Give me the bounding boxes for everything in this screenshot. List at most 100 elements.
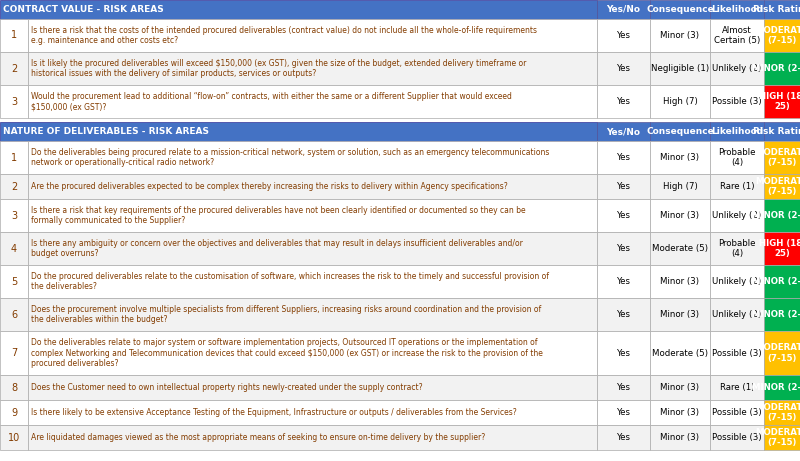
Text: Yes: Yes <box>617 433 630 442</box>
Bar <box>28 174 597 199</box>
Text: Unlikely (2): Unlikely (2) <box>713 277 762 286</box>
Text: Unlikely (2): Unlikely (2) <box>713 310 762 319</box>
Text: Rare (1): Rare (1) <box>720 182 754 191</box>
Bar <box>710 122 764 141</box>
Bar <box>0 331 28 375</box>
Text: MINOR (2-6): MINOR (2-6) <box>753 211 800 220</box>
Bar <box>764 425 800 450</box>
Bar <box>597 199 650 232</box>
Bar <box>597 375 650 400</box>
Text: MODERATE
(7-15): MODERATE (7-15) <box>755 177 800 196</box>
Text: CONTRACT VALUE - RISK AREAS: CONTRACT VALUE - RISK AREAS <box>3 5 164 14</box>
Text: 1: 1 <box>11 153 17 162</box>
Bar <box>0 174 28 199</box>
Text: Consequence: Consequence <box>646 5 714 14</box>
Bar <box>710 298 764 331</box>
Bar <box>650 19 710 52</box>
Text: 8: 8 <box>11 383 17 392</box>
Bar <box>0 19 28 52</box>
Bar <box>764 19 800 52</box>
Text: MINOR (2-6): MINOR (2-6) <box>753 310 800 319</box>
Bar <box>597 331 650 375</box>
Bar <box>710 425 764 450</box>
Bar <box>0 375 28 400</box>
Bar <box>597 0 650 19</box>
Text: NATURE OF DELIVERABLES - RISK AREAS: NATURE OF DELIVERABLES - RISK AREAS <box>3 127 209 136</box>
Bar <box>0 0 597 19</box>
Text: Yes: Yes <box>617 408 630 417</box>
Bar <box>650 52 710 85</box>
Bar <box>650 0 710 19</box>
Bar <box>764 0 800 19</box>
Text: HIGH (18-
25): HIGH (18- 25) <box>758 92 800 111</box>
Bar <box>597 425 650 450</box>
Text: Yes/No: Yes/No <box>606 5 641 14</box>
Text: Probable
(4): Probable (4) <box>718 148 756 167</box>
Text: Yes: Yes <box>617 383 630 392</box>
Bar <box>597 122 650 141</box>
Text: Is there a risk that the costs of the intended procured deliverables (contract v: Is there a risk that the costs of the in… <box>31 26 537 45</box>
Text: 5: 5 <box>11 277 17 286</box>
Text: Do the deliverables relate to major system or software implementation projects, : Do the deliverables relate to major syst… <box>31 338 543 368</box>
Bar <box>597 174 650 199</box>
Bar <box>710 400 764 425</box>
Text: Yes: Yes <box>617 182 630 191</box>
Text: 3: 3 <box>11 211 17 220</box>
Bar <box>0 122 597 141</box>
Text: MODERATE
(7-15): MODERATE (7-15) <box>755 148 800 167</box>
Bar <box>650 375 710 400</box>
Bar <box>764 265 800 298</box>
Text: High (7): High (7) <box>662 97 698 106</box>
Bar <box>28 425 597 450</box>
Text: Yes: Yes <box>617 153 630 162</box>
Text: 4: 4 <box>11 243 17 254</box>
Bar <box>710 0 764 19</box>
Bar <box>0 265 28 298</box>
Text: High (7): High (7) <box>662 182 698 191</box>
Bar <box>0 141 28 174</box>
Text: Yes: Yes <box>617 349 630 357</box>
Bar <box>650 331 710 375</box>
Text: Possible (3): Possible (3) <box>712 349 762 357</box>
Bar <box>710 174 764 199</box>
Text: Risk Rating: Risk Rating <box>753 127 800 136</box>
Bar <box>764 375 800 400</box>
Bar <box>764 331 800 375</box>
Bar <box>28 331 597 375</box>
Bar <box>650 122 710 141</box>
Bar <box>764 400 800 425</box>
Bar <box>0 52 28 85</box>
Text: 9: 9 <box>11 408 17 418</box>
Bar <box>650 265 710 298</box>
Bar <box>597 19 650 52</box>
Bar <box>28 232 597 265</box>
Text: Yes: Yes <box>617 310 630 319</box>
Text: Would the procurement lead to additional “flow-on” contracts, with either the sa: Would the procurement lead to additional… <box>31 92 512 111</box>
Text: Moderate (5): Moderate (5) <box>652 244 708 253</box>
Text: Is there a risk that key requirements of the procured deliverables have not been: Is there a risk that key requirements of… <box>31 206 526 225</box>
Bar <box>28 400 597 425</box>
Bar <box>650 400 710 425</box>
Bar <box>764 174 800 199</box>
Text: Likelihood: Likelihood <box>711 5 763 14</box>
Bar <box>710 52 764 85</box>
Bar <box>710 199 764 232</box>
Bar <box>28 199 597 232</box>
Text: Yes: Yes <box>617 97 630 106</box>
Bar <box>28 298 597 331</box>
Text: Minor (3): Minor (3) <box>661 433 699 442</box>
Bar <box>710 141 764 174</box>
Bar <box>650 199 710 232</box>
Text: Does the Customer need to own intellectual property rights newly-created under t: Does the Customer need to own intellectu… <box>31 383 422 392</box>
Bar <box>650 174 710 199</box>
Text: MODERATE
(7-15): MODERATE (7-15) <box>755 403 800 422</box>
Text: Is it likely the procured deliverables will exceed $150,000 (ex GST), given the : Is it likely the procured deliverables w… <box>31 59 526 78</box>
Bar <box>764 141 800 174</box>
Text: Do the procured deliverables relate to the customisation of software, which incr: Do the procured deliverables relate to t… <box>31 272 549 291</box>
Text: Unlikely (2): Unlikely (2) <box>713 211 762 220</box>
Bar <box>0 298 28 331</box>
Bar <box>28 265 597 298</box>
Text: Minor (3): Minor (3) <box>661 408 699 417</box>
Text: 10: 10 <box>8 432 20 443</box>
Bar <box>0 425 28 450</box>
